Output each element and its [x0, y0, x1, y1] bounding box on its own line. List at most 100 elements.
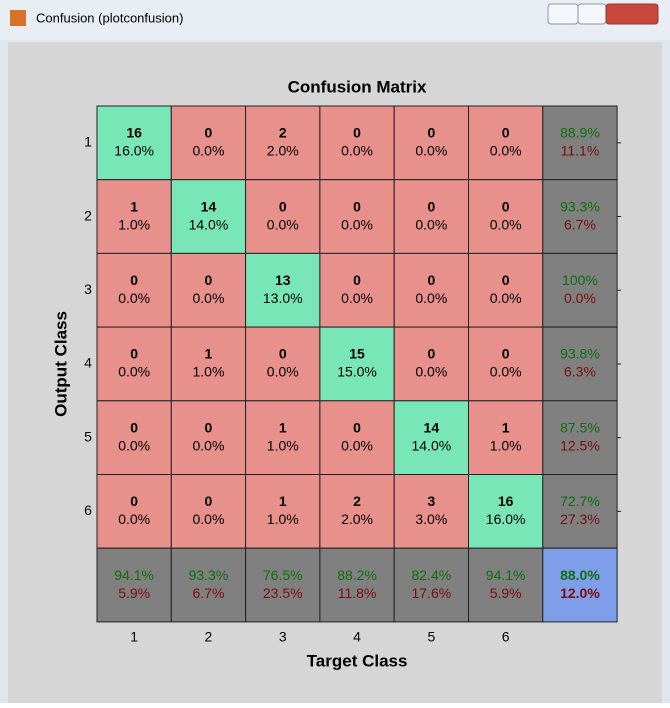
cell-percent: 0.0%	[192, 143, 224, 159]
cell-count: 0	[205, 419, 213, 435]
overall-wrong: 12.0%	[560, 585, 600, 601]
cell-count: 1	[279, 493, 287, 509]
cell-percent: 2.0%	[267, 143, 299, 159]
close-button[interactable]	[605, 3, 659, 25]
cell	[96, 252, 172, 328]
cell-percent: 0.0%	[415, 364, 447, 380]
y-tick-label: 5	[84, 428, 92, 444]
cell-percent: 16.0%	[486, 511, 526, 527]
cell	[245, 326, 321, 402]
cell	[319, 400, 395, 475]
cell	[468, 252, 544, 328]
cell-percent: 1.0%	[267, 511, 299, 527]
minimize-button[interactable]	[547, 3, 579, 25]
cell-count: 0	[502, 125, 510, 141]
cell-percent: 0.0%	[341, 143, 373, 159]
x-tick-label: 6	[502, 629, 510, 645]
window-title: Confusion (plotconfusion)	[36, 10, 183, 25]
cell-percent: 0.0%	[490, 216, 522, 232]
plot-title: Confusion Matrix	[288, 77, 427, 96]
cell	[393, 252, 470, 328]
cell-count: 0	[502, 346, 510, 362]
cell-percent: 0.0%	[267, 216, 299, 232]
cell-percent: 1.0%	[267, 437, 299, 453]
cell	[393, 326, 470, 402]
col-correct: 94.1%	[114, 567, 154, 583]
row-correct: 93.8%	[560, 346, 600, 362]
x-tick-label: 2	[205, 629, 213, 645]
cell-percent: 14.0%	[411, 437, 451, 453]
cell	[542, 547, 618, 623]
row-wrong: 11.1%	[561, 143, 600, 159]
cell-count: 14	[201, 198, 217, 214]
col-wrong: 5.9%	[118, 585, 150, 601]
cell-percent: 0.0%	[118, 290, 150, 306]
cell-count: 0	[427, 346, 435, 362]
cell-count: 0	[130, 419, 138, 435]
row-wrong: 6.7%	[564, 216, 596, 232]
cell-percent: 0.0%	[267, 364, 299, 380]
col-wrong: 6.7%	[192, 585, 224, 601]
cell	[96, 326, 172, 402]
cell	[245, 252, 321, 328]
cell-count: 0	[130, 272, 138, 288]
x-axis-label: Target Class	[307, 651, 408, 670]
cell-percent: 1.0%	[118, 216, 150, 232]
col-wrong: 17.6%	[411, 585, 451, 601]
cell-count: 0	[427, 125, 435, 141]
cell	[468, 400, 544, 475]
cell	[96, 179, 172, 254]
cell-count: 1	[130, 198, 138, 214]
cell-percent: 0.0%	[118, 511, 150, 527]
y-tick-label: 4	[84, 355, 92, 371]
cell-percent: 0.0%	[341, 290, 373, 306]
cell-percent: 0.0%	[192, 437, 224, 453]
cell-percent: 0.0%	[415, 216, 447, 232]
cell-percent: 0.0%	[192, 290, 224, 306]
row-wrong: 27.3%	[560, 511, 600, 527]
cell-count: 2	[353, 493, 361, 509]
cell-count: 16	[126, 125, 142, 141]
x-tick-label: 3	[279, 629, 287, 645]
cell-count: 13	[275, 272, 291, 288]
cell	[542, 179, 618, 254]
maximize-button[interactable]	[577, 3, 607, 25]
cell	[96, 547, 172, 623]
row-wrong: 12.5%	[560, 437, 600, 453]
cell-count: 0	[427, 272, 435, 288]
cell-percent: 15.0%	[337, 364, 377, 380]
cell-count: 0	[353, 419, 361, 435]
row-wrong: 6.3%	[564, 364, 596, 380]
cell-percent: 0.0%	[415, 143, 447, 159]
cell-percent: 0.0%	[341, 437, 373, 453]
row-correct: 88.9%	[560, 125, 600, 141]
confusion-plot: Confusion Matrix1616.0%00.0%22.0%00.0%00…	[51, 77, 622, 670]
cell	[542, 252, 618, 328]
cell-percent: 1.0%	[192, 364, 224, 380]
cell-count: 0	[502, 198, 510, 214]
y-tick-label: 1	[84, 134, 92, 150]
cell-count: 15	[349, 346, 365, 362]
y-tick-label: 3	[84, 281, 92, 297]
x-tick-label: 5	[427, 629, 435, 645]
y-tick-label: 6	[84, 502, 92, 518]
cell	[393, 547, 470, 623]
cell-count: 0	[205, 125, 213, 141]
cell-count: 0	[353, 198, 361, 214]
cell	[468, 105, 544, 181]
cell	[468, 326, 544, 402]
col-correct: 93.3%	[189, 567, 229, 583]
cell-percent: 1.0%	[490, 437, 522, 453]
cell-count: 2	[279, 125, 287, 141]
row-correct: 93.3%	[560, 198, 600, 214]
col-correct: 88.2%	[337, 567, 377, 583]
cell-count: 16	[498, 493, 514, 509]
cell	[393, 400, 470, 475]
cell-count: 14	[424, 419, 440, 435]
cell	[542, 400, 618, 475]
app-icon	[10, 10, 26, 26]
cell-count: 1	[502, 419, 510, 435]
cell	[468, 179, 544, 254]
cell-count: 0	[427, 198, 435, 214]
